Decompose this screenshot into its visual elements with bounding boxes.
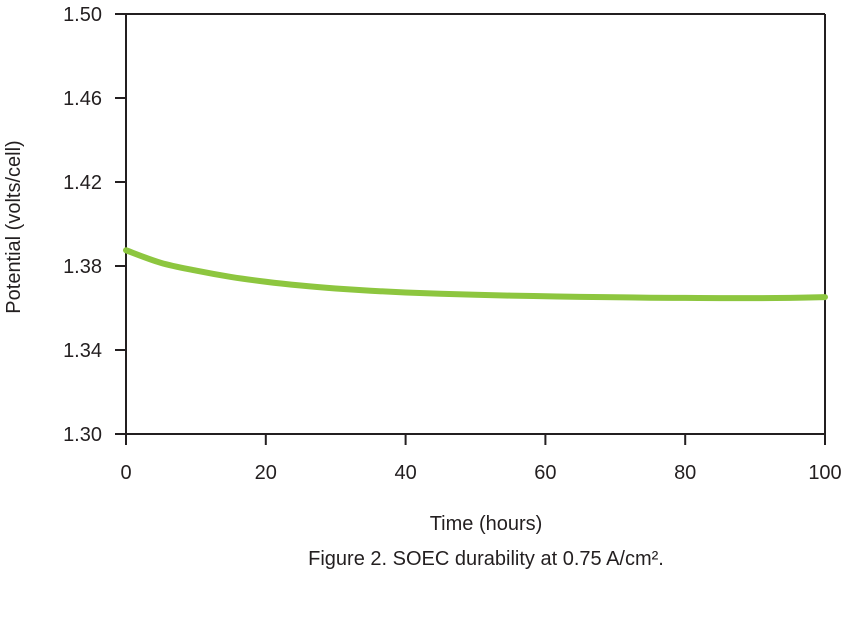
y-tick-label: 1.34 (63, 340, 102, 362)
x-tick-label: 20 (255, 462, 277, 484)
y-tick-label: 1.38 (63, 256, 102, 278)
x-tick-label: 80 (674, 462, 696, 484)
y-axis-title: Potential (volts/cell) (3, 140, 25, 313)
x-tick-group: 0 20 40 60 80 100 (120, 434, 842, 484)
x-axis-title: Time (hours) (430, 513, 543, 535)
y-tick-label: 1.50 (63, 4, 102, 26)
figure-caption: Figure 2. SOEC durability at 0.75 A/cm². (308, 548, 664, 570)
x-tick-label: 40 (394, 462, 416, 484)
y-tick-label: 1.42 (63, 172, 102, 194)
plot-frame-group (125, 13, 826, 435)
x-tick-label: 100 (808, 462, 841, 484)
y-tick-group: 1.30 1.34 1.38 1.42 1.46 1.50 (63, 4, 126, 446)
y-tick-label: 1.30 (63, 424, 102, 446)
x-tick-label: 60 (534, 462, 556, 484)
x-tick-label: 0 (120, 462, 131, 484)
y-tick-label: 1.46 (63, 88, 102, 110)
series-line (123, 247, 828, 302)
